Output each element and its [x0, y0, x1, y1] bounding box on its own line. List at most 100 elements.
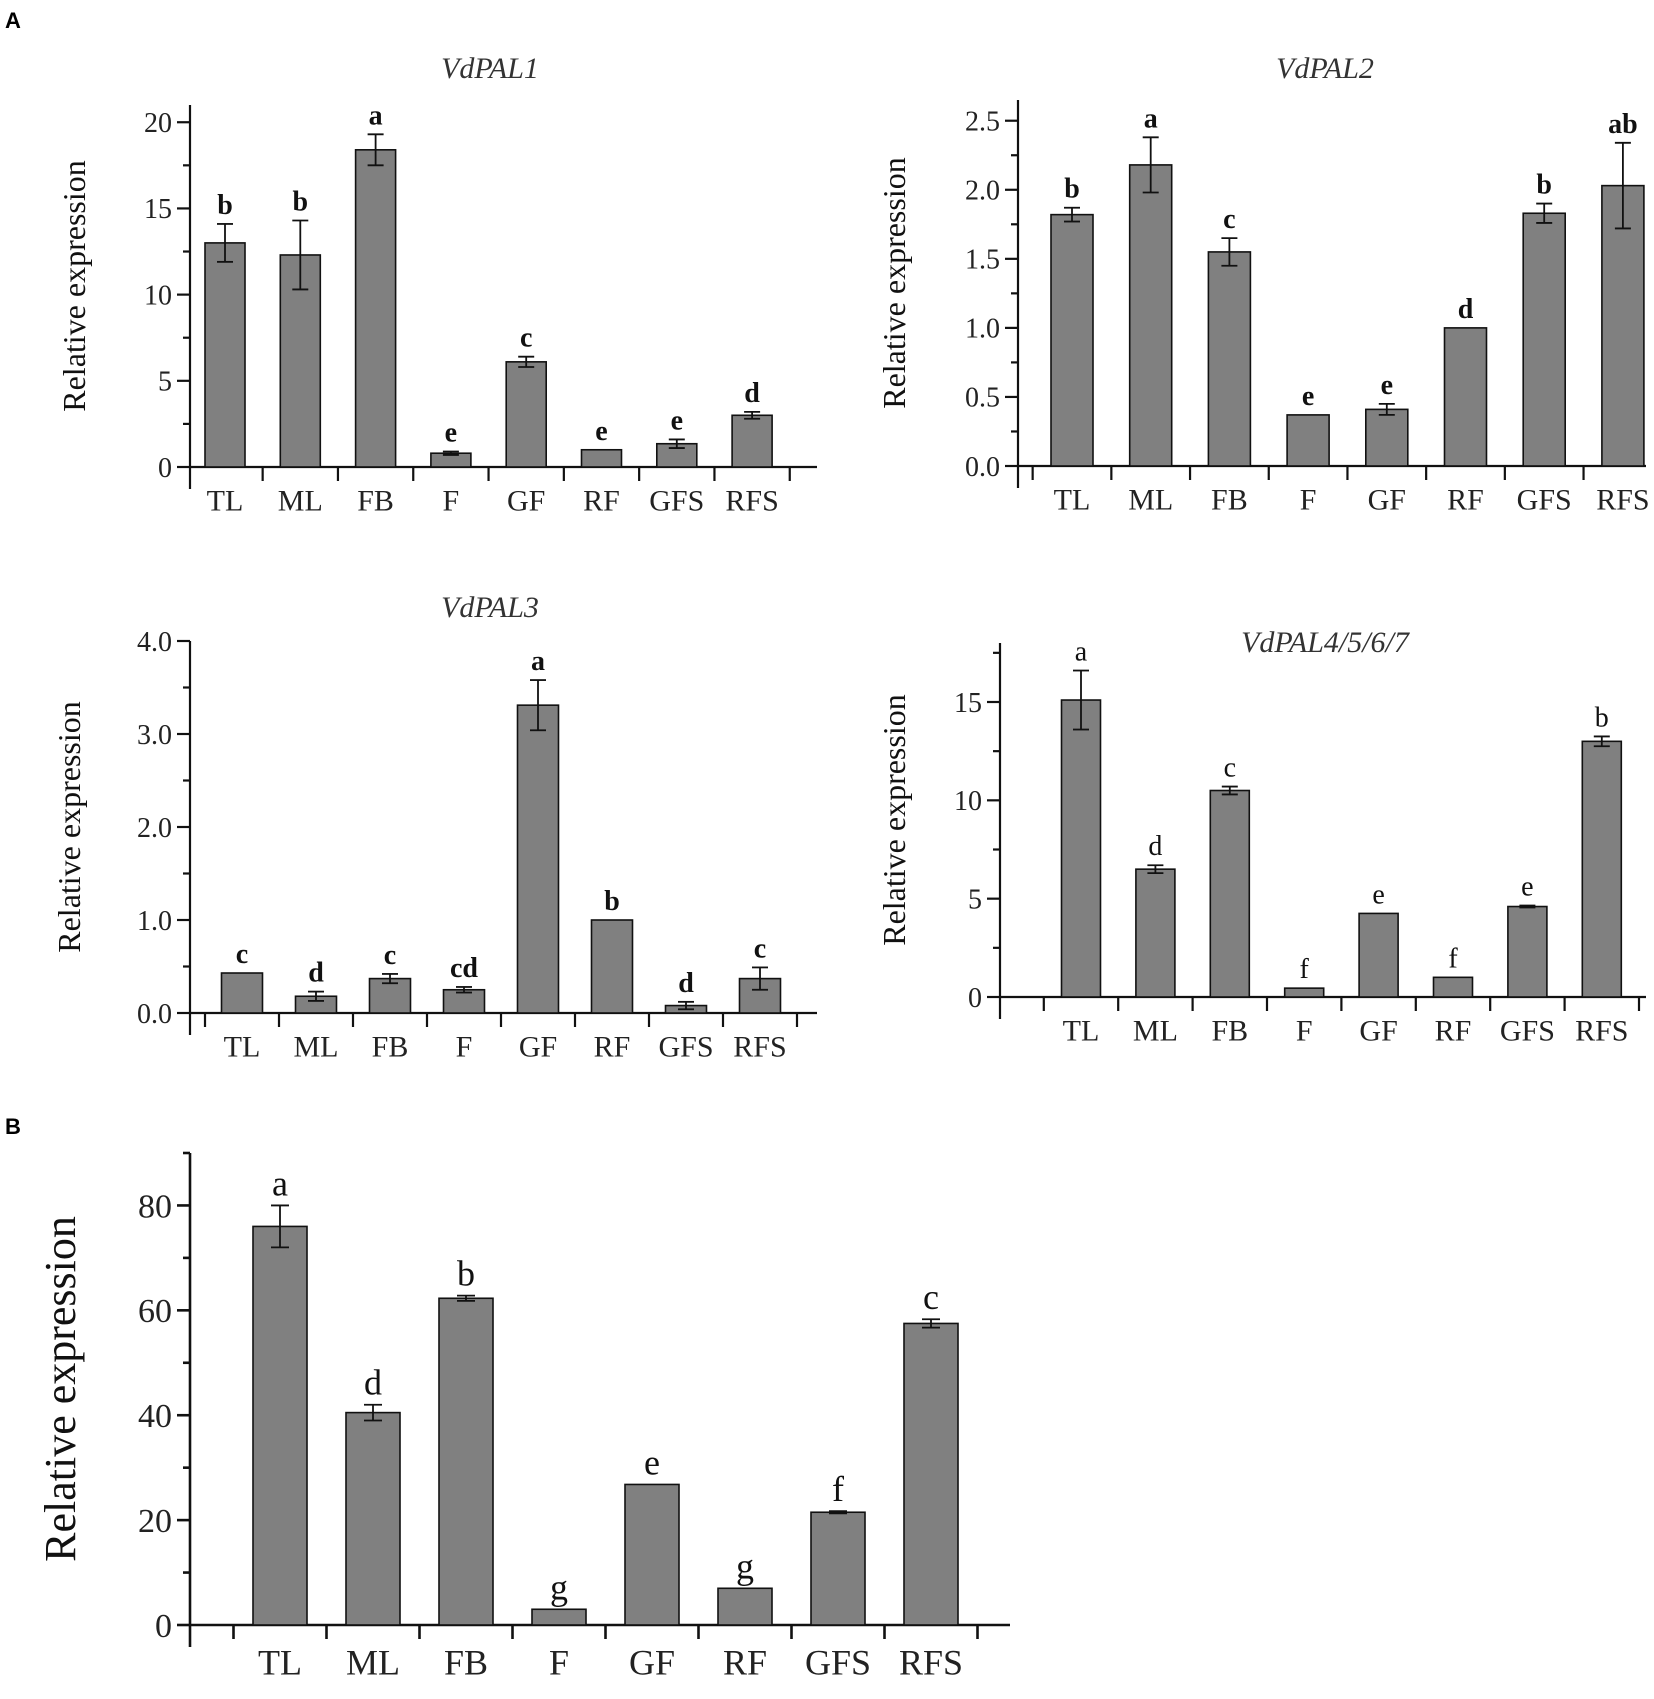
significance-label: b [1064, 174, 1080, 205]
chart-3: 0.0 1.0 2.0 3.0 4.0 c TL d ML c FB cd Fa GF b RF d GFS c RF… [51, 591, 817, 1063]
significance-label: b [217, 190, 233, 221]
x-tick-label: TL [258, 1643, 302, 1683]
x-tick-label: ML [294, 1030, 339, 1063]
x-tick-label: GFS [1517, 483, 1572, 516]
y-tick-label: 10 [954, 786, 982, 817]
y-tick-label: 20 [138, 1503, 172, 1540]
x-tick-label: FB [444, 1643, 488, 1683]
y-tick-label: 0.0 [965, 452, 1000, 483]
x-tick-label: FB [357, 484, 394, 517]
x-tick-label: TL [207, 484, 244, 517]
chart-title: VdPAL3 [441, 591, 539, 624]
significance-label: a [1144, 103, 1158, 134]
x-tick-label: RFS [1596, 483, 1649, 516]
bar-GF [1365, 408, 1409, 467]
x-tick-label: RF [723, 1643, 767, 1683]
x-tick-label: GF [1368, 483, 1406, 516]
y-tick-label: 60 [138, 1293, 172, 1330]
significance-label: d [1148, 831, 1162, 862]
panel-label-b: B [5, 1114, 21, 1139]
x-tick-label: RF [594, 1030, 631, 1063]
x-tick-label: F [456, 1030, 473, 1063]
y-tick-label: 3.0 [137, 720, 172, 751]
bar-GFS [1522, 212, 1566, 467]
bar-RF [717, 1587, 773, 1626]
bar-FB [438, 1297, 494, 1626]
significance-label: e [644, 1442, 660, 1482]
significance-label: e [1372, 879, 1384, 910]
significance-label: e [1381, 370, 1393, 401]
significance-label: a [272, 1163, 288, 1203]
chart-4: 051015aTLdMLcFBfFeGFfRFeGFSbRFSRelative … [876, 626, 1646, 1047]
charts-layer: 0 5 10 15 20 b TL b ML a FB e Fc GF e RF e GFS d RFS Relativ… [36, 52, 1650, 1683]
significance-label: d [744, 378, 760, 409]
panel-label-a: A [5, 8, 21, 33]
significance-label: c [1224, 753, 1236, 784]
bar-TL [220, 972, 264, 1014]
x-tick-label: RF [583, 484, 620, 517]
x-tick-label: F [1300, 483, 1317, 516]
significance-label: b [1595, 702, 1609, 733]
significance-label: e [1521, 872, 1533, 903]
bar-F [1283, 987, 1325, 998]
chart-title: VdPAL4/5/6/7 [1241, 626, 1411, 659]
bar-RF [1432, 976, 1474, 998]
y-tick-label: 40 [138, 1398, 172, 1435]
significance-label: f [1448, 943, 1458, 974]
x-tick-label: FB [372, 1030, 409, 1063]
x-tick-label: RF [1447, 483, 1484, 516]
x-tick-label: F [549, 1643, 569, 1683]
x-tick-label: GF [629, 1643, 675, 1683]
x-tick-label: GFS [1500, 1014, 1555, 1047]
x-tick-label: GF [1359, 1014, 1397, 1047]
x-tick-label: GFS [649, 484, 704, 517]
bar-ML [345, 1411, 401, 1626]
y-tick-label: 10 [144, 280, 172, 311]
y-tick-label: 5 [968, 884, 982, 915]
significance-label: f [832, 1469, 844, 1509]
bar-GFS [1507, 905, 1548, 998]
significance-label: c [384, 940, 396, 971]
chart-title: VdPAL2 [1276, 52, 1374, 85]
bar-F [531, 1608, 587, 1626]
significance-label: a [531, 646, 545, 677]
y-axis-label: Relative expression [876, 157, 912, 408]
y-tick-label: 15 [144, 194, 172, 225]
bar-FB [1207, 251, 1252, 467]
bar-RF [1443, 327, 1488, 467]
significance-label: a [369, 100, 383, 131]
y-tick-label: 15 [954, 688, 982, 719]
significance-label: b [293, 186, 309, 217]
y-tick-label: 1.0 [137, 906, 172, 937]
y-axis-label: Relative expression [56, 160, 92, 411]
bar-RF [580, 448, 623, 468]
significance-label: g [550, 1567, 568, 1607]
x-tick-label: F [1296, 1014, 1313, 1047]
x-tick-label: RFS [1575, 1014, 1628, 1047]
bar-TL [1060, 699, 1102, 998]
bar-RFS [903, 1322, 959, 1626]
y-tick-label: 4.0 [137, 627, 172, 658]
x-tick-label: GFS [805, 1643, 871, 1683]
significance-label: c [754, 933, 766, 964]
x-tick-label: ML [1133, 1014, 1178, 1047]
significance-label: e [445, 417, 457, 448]
x-tick-label: F [443, 484, 460, 517]
y-tick-label: 5 [158, 367, 172, 398]
significance-label: d [1458, 294, 1474, 325]
bar-ML [1128, 164, 1173, 467]
x-tick-label: GF [519, 1030, 557, 1063]
y-tick-label: 2.5 [965, 107, 1000, 138]
significance-label: e [595, 416, 607, 447]
x-tick-label: TL [224, 1030, 261, 1063]
y-tick-label: 0.0 [137, 999, 172, 1030]
x-tick-label: TL [1063, 1014, 1100, 1047]
x-tick-label: TL [1054, 483, 1091, 516]
y-tick-label: 0 [158, 453, 172, 484]
significance-label: ab [1608, 109, 1638, 140]
x-tick-label: FB [1211, 483, 1248, 516]
bar-TL [1050, 213, 1094, 467]
x-tick-label: RFS [725, 484, 778, 517]
x-tick-label: GF [507, 484, 545, 517]
